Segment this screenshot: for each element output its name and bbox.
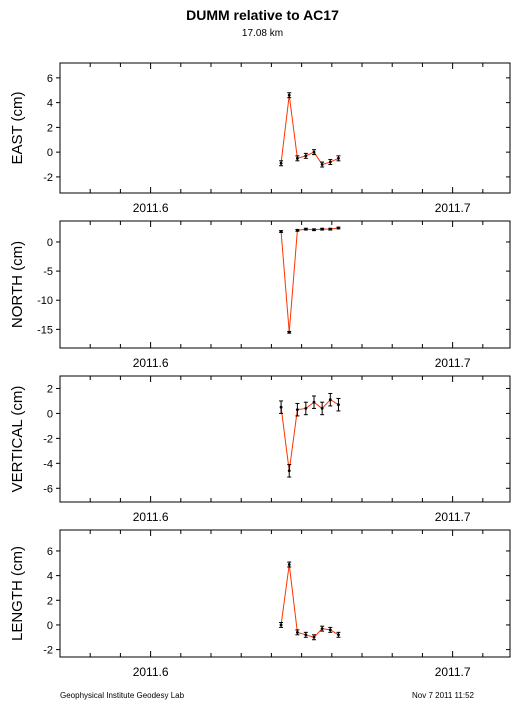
north-panel: 2011.6 2011.7 -15 -10 -5 0 NORTH (cm)	[9, 220, 511, 370]
north-x-tick-label: 2011.7	[435, 356, 471, 370]
north-data-point	[279, 230, 283, 233]
length-y-tick-label: 6	[47, 546, 53, 558]
length-y-tick-label: 4	[47, 571, 53, 583]
vertical-data-point	[312, 400, 316, 404]
vertical-x-tick-label: 2011.6	[133, 510, 169, 524]
vertical-panel: 2011.6 2011.7 -6 -4 -2 0 2 VERTICAL (cm)	[9, 375, 511, 524]
length-y-tick-label: -2	[43, 645, 53, 657]
length-x-tick-label: 2011.7	[435, 665, 471, 679]
vertical-data-point	[304, 407, 308, 410]
east-y-tick-label: 2	[47, 122, 53, 134]
east-data-point	[295, 156, 299, 160]
east-x-tick-label: 2011.7	[435, 201, 471, 215]
vertical-data-point	[295, 408, 299, 412]
north-series-line	[280, 227, 339, 333]
footer-timestamp: Nov 7 2011 11:52	[412, 691, 474, 700]
north-data-point	[320, 227, 324, 231]
length-y-tick-label: 2	[47, 595, 53, 607]
north-y-tick-label: -15	[37, 324, 53, 336]
vertical-y-axis-label: VERTICAL (cm)	[9, 386, 26, 493]
north-y-tick-label: -10	[37, 295, 53, 307]
north-data-point	[337, 226, 340, 230]
length-data-point	[295, 630, 299, 634]
vertical-x-tick-label: 2011.7	[435, 510, 471, 524]
east-data-point	[279, 161, 283, 165]
east-y-tick-label: 4	[47, 98, 53, 110]
east-x-tick-label: 2011.6	[133, 201, 169, 215]
north-x-tick-label: 2011.6	[133, 356, 169, 370]
east-plot-frame	[59, 62, 511, 194]
east-series-line	[280, 95, 339, 166]
chart-subtitle: 17.08 km	[241, 28, 284, 39]
vertical-y-tick-label: -6	[43, 483, 53, 495]
vertical-y-tick-label: 2	[47, 383, 53, 395]
north-data-point	[304, 227, 308, 231]
east-panel: 2011.6 2011.7 -2 0 2 4 6 EAST (cm)	[9, 62, 511, 215]
north-data-point	[287, 330, 291, 334]
north-data-point	[312, 228, 316, 232]
length-x-tick-label: 2011.6	[133, 665, 169, 679]
length-y-tick-label: 0	[47, 620, 53, 632]
length-plot-frame	[59, 529, 511, 658]
length-data-point	[320, 627, 324, 631]
vertical-data-point	[279, 405, 283, 409]
east-y-axis-label: EAST (cm)	[9, 91, 26, 164]
chart-title: DUMM relative to AC17	[186, 7, 339, 23]
north-data-point	[328, 227, 332, 231]
east-data-point	[304, 154, 308, 158]
north-y-tick-label: -5	[43, 266, 53, 278]
vertical-data-point	[328, 398, 332, 402]
east-data-point	[337, 156, 340, 160]
east-y-tick-label: -2	[43, 172, 53, 184]
east-data-point	[320, 163, 324, 166]
length-y-axis-label: LENGTH (cm)	[9, 546, 26, 641]
east-y-tick-label: 6	[47, 73, 53, 85]
length-data-point	[279, 623, 283, 627]
east-data-point	[328, 160, 332, 164]
east-data-point	[287, 93, 291, 97]
length-data-point	[312, 635, 316, 639]
north-data-point	[295, 228, 299, 232]
vertical-data-point	[287, 469, 291, 473]
vertical-y-tick-label: 0	[47, 408, 53, 420]
vertical-y-tick-label: -4	[43, 458, 53, 470]
length-data-point	[304, 633, 308, 637]
north-y-tick-label: 0	[47, 237, 53, 249]
east-data-point	[312, 150, 316, 154]
east-y-tick-label: 0	[47, 147, 53, 159]
length-panel: 2011.6 2011.7 -2 0 2 4 6 LENGTH (cm)	[9, 529, 511, 679]
vertical-series-line	[280, 399, 339, 471]
length-data-point	[328, 628, 332, 632]
vertical-plot-frame	[59, 375, 511, 503]
vertical-data-point	[320, 407, 324, 410]
vertical-data-point	[337, 403, 340, 407]
length-data-point	[287, 563, 291, 566]
length-data-point	[337, 633, 340, 637]
vertical-y-tick-label: -2	[43, 433, 53, 445]
length-series-line	[280, 564, 339, 638]
footer-lab-name: Geophysical Institute Geodesy Lab	[60, 691, 185, 700]
north-y-axis-label: NORTH (cm)	[9, 241, 26, 328]
north-plot-frame	[59, 220, 511, 349]
